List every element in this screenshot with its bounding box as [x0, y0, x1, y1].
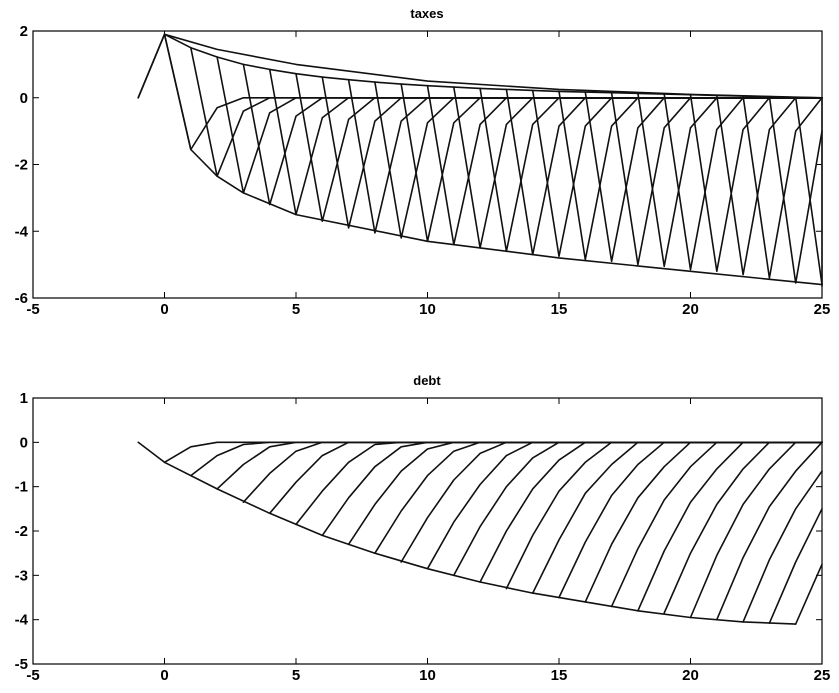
- taxes-x-tick-label: 15: [551, 301, 568, 318]
- debt-series-line: [637, 441, 823, 612]
- debt-series-line: [452, 441, 823, 577]
- debt-y-tick-label: -3: [15, 567, 28, 584]
- taxes-x-tick-label: 5: [292, 301, 300, 318]
- debt-x-tick-label: 25: [814, 667, 831, 684]
- debt-x-tick-label: 5: [292, 667, 300, 684]
- taxes-series-line: [768, 95, 823, 284]
- taxes-y-tick-label: -4: [15, 223, 29, 240]
- taxes-series-line: [400, 83, 823, 243]
- debt-series-line: [742, 470, 823, 623]
- debt-series-line: [768, 507, 823, 625]
- debt-series-line: [268, 441, 823, 515]
- debt-series-line: [163, 441, 823, 464]
- debt-series-line: [584, 441, 823, 603]
- taxes-series-line: [374, 81, 823, 239]
- taxes-axes: -5 0 5 10 15 20 25 -6 -4 -2 0 2: [15, 23, 831, 318]
- debt-series-line: [531, 441, 823, 594]
- taxes-series-line: [742, 95, 823, 279]
- taxes-series-line: [689, 93, 823, 273]
- taxes-x-tick-label: 10: [419, 301, 436, 318]
- taxes-title: taxes: [410, 6, 443, 21]
- taxes-series-line: [452, 86, 823, 249]
- debt-series-line: [715, 441, 823, 621]
- debt-series-line: [610, 441, 823, 608]
- taxes-x-tick-label: 20: [682, 301, 699, 318]
- taxes-series-line: [242, 63, 823, 206]
- debt-y-tick-label: -2: [15, 523, 28, 540]
- debt-x-tick-label: -5: [26, 667, 39, 684]
- debt-series-line: [163, 461, 797, 625]
- debt-series-line: [794, 563, 823, 625]
- debt-y-tick-label: 1: [20, 390, 28, 407]
- debt-series-line: [426, 441, 823, 570]
- taxes-y-tick-label: 2: [20, 23, 28, 40]
- taxes-y-tick-label: 0: [20, 90, 28, 107]
- taxes-y-tick-label: -2: [15, 157, 28, 174]
- debt-y-tick-label: 0: [20, 434, 28, 451]
- taxes-panel: taxes -5 0 5 10 15 20 25 -6 -4 -2 0 2: [15, 6, 831, 318]
- taxes-x-tick-label: -5: [26, 301, 39, 318]
- taxes-series-line: [505, 88, 823, 256]
- debt-y-tick-label: -1: [15, 479, 28, 496]
- debt-x-tick-label: 15: [551, 667, 568, 684]
- taxes-series-line: [584, 91, 823, 263]
- taxes-y-tick-label: -6: [15, 290, 28, 307]
- debt-title: debt: [413, 373, 441, 388]
- debt-x-tick-label: 20: [682, 667, 699, 684]
- taxes-series-line: [321, 76, 823, 229]
- debt-plot-frame: [32, 397, 823, 665]
- debt-series-line: [321, 441, 823, 537]
- taxes-series-line: [531, 89, 823, 258]
- debt-series-line: [689, 441, 823, 619]
- debt-series-line: [479, 441, 823, 583]
- taxes-series-line: [610, 91, 823, 266]
- debt-series-line: [137, 441, 166, 464]
- debt-x-tick-label: 0: [160, 667, 168, 684]
- debt-series-line: [295, 441, 823, 526]
- taxes-envelope-line: [163, 33, 823, 286]
- debt-axes: -5 0 5 10 15 20 25 -5 -4 -3 -2 -1 0 1: [15, 390, 831, 684]
- taxes-plot-frame: [32, 30, 823, 299]
- debt-y-tick-label: -4: [15, 612, 29, 629]
- debt-series-line: [663, 441, 823, 614]
- debt-y-tick-label: -5: [15, 656, 28, 673]
- taxes-series-line: [715, 94, 823, 276]
- taxes-series-line: [794, 96, 823, 286]
- taxes-x-tick-label: 25: [814, 301, 831, 318]
- debt-x-tick-label: 10: [419, 667, 436, 684]
- debt-panel: debt -5 0 5 10 15 20 25 -5 -4 -3 -2 -1 0 1: [15, 373, 831, 684]
- taxes-x-tick-label: 0: [160, 301, 168, 318]
